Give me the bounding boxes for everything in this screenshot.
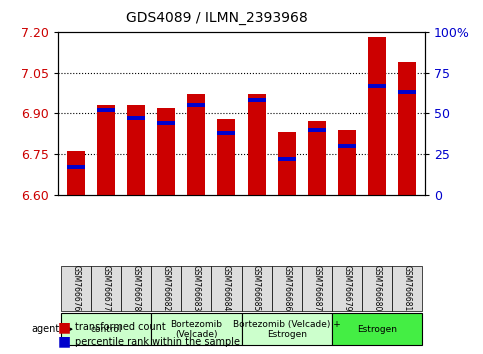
Bar bbox=[278, 132, 296, 195]
Text: GSM766682: GSM766682 bbox=[162, 266, 171, 312]
Bar bbox=[398, 62, 416, 195]
Bar bbox=[368, 37, 386, 195]
Text: GSM766681: GSM766681 bbox=[402, 266, 412, 312]
Bar bbox=[247, 94, 266, 195]
Text: GSM766678: GSM766678 bbox=[132, 265, 141, 312]
Bar bbox=[127, 105, 145, 195]
Bar bbox=[67, 165, 85, 169]
FancyBboxPatch shape bbox=[362, 267, 392, 310]
Text: GSM766680: GSM766680 bbox=[372, 265, 382, 312]
Bar bbox=[398, 90, 416, 94]
FancyBboxPatch shape bbox=[61, 267, 91, 310]
FancyBboxPatch shape bbox=[121, 267, 151, 310]
Text: GSM766679: GSM766679 bbox=[342, 265, 351, 312]
Text: Bortezomib
(Velcade): Bortezomib (Velcade) bbox=[170, 320, 222, 339]
FancyBboxPatch shape bbox=[302, 267, 332, 310]
Bar bbox=[338, 130, 356, 195]
Text: GSM766677: GSM766677 bbox=[101, 265, 111, 312]
Bar bbox=[187, 103, 205, 107]
Bar bbox=[338, 144, 356, 148]
Text: percentile rank within the sample: percentile rank within the sample bbox=[75, 337, 240, 347]
Bar bbox=[308, 121, 326, 195]
Text: GSM766683: GSM766683 bbox=[192, 265, 201, 312]
FancyBboxPatch shape bbox=[242, 267, 271, 310]
FancyBboxPatch shape bbox=[61, 313, 151, 345]
Bar bbox=[247, 98, 266, 102]
Text: control: control bbox=[90, 325, 122, 334]
Bar bbox=[187, 94, 205, 195]
Text: agent: agent bbox=[31, 324, 71, 334]
Bar bbox=[278, 157, 296, 161]
Text: Bortezomib (Velcade) +
Estrogen: Bortezomib (Velcade) + Estrogen bbox=[233, 320, 341, 339]
Bar bbox=[97, 105, 115, 195]
FancyBboxPatch shape bbox=[151, 313, 242, 345]
FancyBboxPatch shape bbox=[151, 267, 181, 310]
Bar bbox=[217, 131, 236, 135]
FancyBboxPatch shape bbox=[242, 313, 332, 345]
Text: GSM766684: GSM766684 bbox=[222, 265, 231, 312]
Bar bbox=[67, 151, 85, 195]
FancyBboxPatch shape bbox=[392, 267, 422, 310]
FancyBboxPatch shape bbox=[271, 267, 302, 310]
Bar bbox=[127, 116, 145, 120]
FancyBboxPatch shape bbox=[91, 267, 121, 310]
FancyBboxPatch shape bbox=[181, 267, 212, 310]
Text: GDS4089 / ILMN_2393968: GDS4089 / ILMN_2393968 bbox=[127, 11, 308, 25]
Bar bbox=[97, 108, 115, 112]
Text: GSM766686: GSM766686 bbox=[282, 265, 291, 312]
FancyBboxPatch shape bbox=[332, 267, 362, 310]
Text: transformed count: transformed count bbox=[75, 322, 166, 332]
Text: ■: ■ bbox=[58, 335, 71, 349]
Text: GSM766676: GSM766676 bbox=[71, 265, 81, 312]
Text: GSM766685: GSM766685 bbox=[252, 265, 261, 312]
Bar bbox=[368, 84, 386, 88]
FancyBboxPatch shape bbox=[332, 313, 422, 345]
Text: GSM766687: GSM766687 bbox=[312, 265, 321, 312]
Bar bbox=[157, 108, 175, 195]
Bar bbox=[217, 119, 236, 195]
Bar bbox=[157, 121, 175, 125]
Text: ■: ■ bbox=[58, 320, 71, 335]
Text: Estrogen: Estrogen bbox=[357, 325, 397, 334]
FancyBboxPatch shape bbox=[212, 267, 242, 310]
Bar bbox=[308, 127, 326, 132]
